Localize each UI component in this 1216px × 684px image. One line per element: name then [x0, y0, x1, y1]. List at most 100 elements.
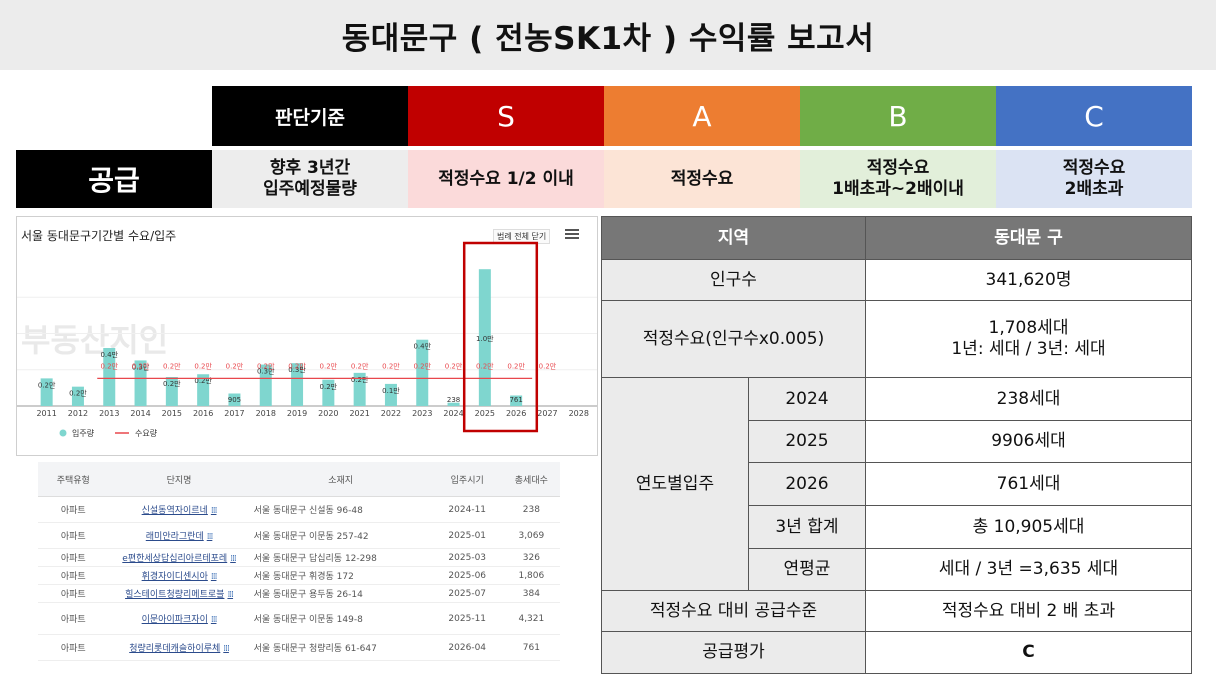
supply-bar: [291, 363, 304, 406]
cell-type: 아파트: [38, 634, 109, 661]
supply-bar: [197, 374, 210, 406]
cell-type: 아파트: [38, 584, 109, 603]
eval-label: 공급평가: [601, 631, 866, 674]
demand-value-label: 0.2만: [507, 361, 525, 370]
supply-bar: [165, 377, 178, 406]
x-tick-label: 2022: [381, 409, 401, 418]
year-2024-value: 238세대: [865, 377, 1192, 421]
map-grid-icon[interactable]: ⁞⁞⁞: [210, 615, 218, 625]
cell-address: 서울 동대문구 신설동 96-48: [249, 496, 432, 523]
col-type[interactable]: 주택유형: [38, 462, 109, 497]
cell-name[interactable]: 휘경자이디센시아 ⁞⁞⁞: [108, 566, 250, 585]
title-bar: 동대문구 ( 전농SK1차 ) 수익률 보고서: [0, 0, 1216, 70]
x-tick-label: 2019: [287, 409, 307, 418]
legend-supply-label: 입주량: [72, 428, 95, 438]
col-date[interactable]: 입주시기: [431, 462, 503, 497]
cell-address: 서울 동대문구 휘경동 172: [249, 566, 432, 585]
map-grid-icon[interactable]: ⁞⁞⁞: [206, 532, 214, 542]
cell-type: 아파트: [38, 522, 109, 549]
cell-units: 4,321: [502, 602, 560, 635]
x-tick-label: 2016: [193, 409, 213, 418]
year-2026-label: 2026: [748, 462, 866, 506]
eval-value: C: [865, 631, 1192, 674]
col-units[interactable]: 총세대수: [502, 462, 560, 497]
x-tick-label: 2028: [569, 409, 589, 418]
legend-supply-marker: [59, 429, 67, 437]
cell-date: 2024-11: [431, 496, 503, 523]
chart-panel: 서울 동대문구기간별 수요/입주 범례 전체 닫기 부동산지인 0.2만 0.2만…: [16, 216, 598, 456]
cell-date: 2026-04: [431, 634, 503, 661]
col-address[interactable]: 소재지: [249, 462, 432, 497]
chart-title: 서울 동대문구기간별 수요/입주: [21, 229, 177, 243]
bar-value-label: 0.2만: [163, 379, 181, 388]
x-tick-label: 2011: [36, 409, 56, 418]
supply-bar: [353, 372, 366, 406]
chart-svg: 부동산지인 0.2만0.2만0.4만0.2만 0.3만0.2만0.2만0.2만0.…: [17, 241, 597, 438]
supply-bar: [322, 379, 335, 406]
map-grid-icon[interactable]: ⁞⁞⁞: [210, 572, 218, 582]
x-tick-label: 2023: [412, 409, 432, 418]
map-grid-icon[interactable]: ⁞⁞⁞: [230, 554, 237, 564]
x-tick-label: 2024: [443, 409, 463, 418]
demand-value-label: 0.2만: [445, 361, 463, 370]
col-name[interactable]: 단지명: [108, 462, 250, 497]
map-grid-icon[interactable]: ⁞⁞⁞: [223, 644, 230, 654]
complex-table-wrap: 주택유형 단지명 소재지 입주시기 총세대수 아파트 신설동역자이르네 ⁞⁞⁞ 서울 …: [38, 462, 560, 661]
cell-type: 아파트: [38, 548, 109, 567]
cell-type: 아파트: [38, 602, 109, 635]
cell-name[interactable]: 래미안라그란데 ⁞⁞⁞: [108, 522, 250, 549]
supply-bar: [447, 402, 460, 406]
level-label: 적정수요 대비 공급수준: [601, 590, 866, 632]
bar-value-label: 905: [228, 396, 241, 404]
map-grid-icon[interactable]: ⁞⁞⁞: [210, 506, 218, 516]
supply-bar: [384, 383, 397, 406]
cell-address: 서울 동대문구 이문동 257-42: [249, 522, 432, 549]
cell-name[interactable]: 청량리롯데캐슬하이루체 ⁞⁞⁞: [108, 634, 250, 661]
x-tick-label: 2013: [99, 409, 119, 418]
bar-value-label: 0.3만: [288, 365, 306, 374]
year-2025-value: 9906세대: [865, 420, 1192, 463]
x-tick-label: 2027: [537, 409, 557, 418]
cell-units: 761: [502, 634, 560, 661]
cell-name[interactable]: 힐스테이트청량리메트로블 ⁞⁞⁞: [108, 584, 250, 603]
demand-value-label: 0.2만: [194, 361, 212, 370]
level-value: 적정수요 대비 2 배 초과: [865, 590, 1192, 632]
map-grid-icon[interactable]: ⁞⁞⁞: [227, 590, 234, 600]
supply-bar: [71, 386, 84, 406]
x-tick-label: 2026: [506, 409, 526, 418]
x-tick-label: 2018: [256, 409, 276, 418]
chart-menu-icon[interactable]: [565, 228, 579, 240]
cell-name[interactable]: 신설동역자이르네 ⁞⁞⁞: [108, 496, 250, 523]
bar-value-label: 0.2만: [320, 382, 338, 391]
demand-value-label: 0.2만: [413, 361, 431, 370]
demand-value: 1,708세대 1년: 세대 / 3년: 세대: [865, 300, 1192, 378]
complex-table: 주택유형 단지명 소재지 입주시기 총세대수 아파트 신설동역자이르네 ⁞⁞⁞ 서울 …: [38, 462, 560, 661]
demand-value-label: 0.2만: [226, 361, 244, 370]
region-label: 지역: [601, 216, 866, 260]
grade-s-desc: 적정수요 1/2 이내: [408, 150, 604, 208]
page-title: 동대문구 ( 전농SK1차 ) 수익률 보고서: [341, 20, 875, 57]
population-label: 인구수: [601, 259, 866, 301]
table-row: 아파트 휘경자이디센시아 ⁞⁞⁞ 서울 동대문구 휘경동 172 2025-06 1,80…: [38, 566, 560, 585]
demand-value-label: 0.2만: [476, 361, 494, 370]
cell-name[interactable]: e편한세상답십리아르테포레 ⁞⁞⁞: [108, 548, 250, 567]
bar-value-label: 0.2만: [69, 389, 87, 398]
supply-desc: 향후 3년간 입주예정물량: [212, 150, 408, 208]
total-value: 총 10,905세대: [865, 505, 1192, 549]
bar-value-label: 0.3만: [257, 367, 275, 376]
cell-type: 아파트: [38, 566, 109, 585]
demand-value-label: 0.2만: [288, 361, 306, 370]
table-row: 아파트 이문아이파크자이 ⁞⁞⁞ 서울 동대문구 이문동 149-8 2025-11 4,…: [38, 602, 560, 635]
population-value: 341,620명: [865, 259, 1192, 301]
bar-value-label: 0.4만: [413, 342, 431, 351]
cell-units: 384: [502, 584, 560, 603]
cell-name[interactable]: 이문아이파크자이 ⁞⁞⁞: [108, 602, 250, 635]
x-tick-label: 2012: [68, 409, 88, 418]
supply-bar: [103, 348, 116, 406]
cell-date: 2025-01: [431, 522, 503, 549]
cell-address: 서울 동대문구 청량리동 61-647: [249, 634, 432, 661]
x-tick-label: 2020: [318, 409, 338, 418]
year-2025-label: 2025: [748, 420, 866, 463]
cell-units: 1,806: [502, 566, 560, 585]
supply-bar: [134, 360, 147, 406]
